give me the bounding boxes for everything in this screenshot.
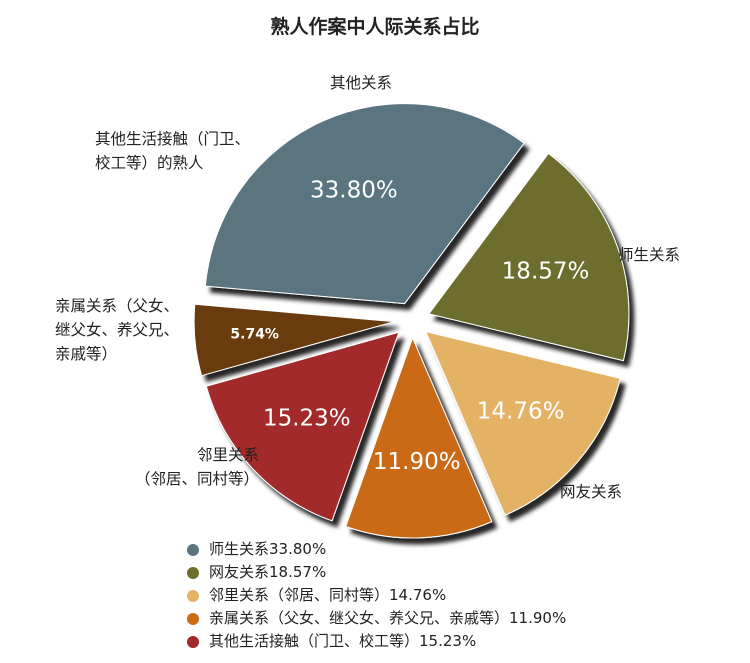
- slice-category-label-line: 继父女、养父兄、: [55, 321, 180, 339]
- slice-category-label-line: 校工等）的熟人: [95, 154, 204, 172]
- slice-category-label: 其他生活接触（门卫、 校工等）的熟人: [95, 127, 250, 175]
- legend-item: 亲属关系（父女、继父女、养父兄、亲戚等）11.90%: [187, 607, 566, 630]
- slice-category-label-line: 邻里关系: [197, 446, 260, 464]
- legend-dot-icon: [187, 612, 199, 625]
- pie-slice-2: [428, 152, 630, 362]
- slice-category-label-line: 师生关系: [618, 246, 681, 264]
- slice-category-label: 邻里关系 （邻居、同村等）: [135, 443, 259, 491]
- pie-slice-1: [204, 103, 525, 305]
- legend-dot-icon: [187, 566, 199, 579]
- slice-category-label-line: 网友关系: [560, 483, 623, 501]
- slice-percent-label: 15.23%: [263, 405, 351, 431]
- slice-category-label-line: 其他生活接触（门卫、: [95, 130, 251, 148]
- pie-slice-5: [205, 331, 400, 522]
- pie-slice-3: [424, 330, 621, 516]
- legend-item: 网友关系18.57%: [187, 561, 566, 584]
- slice-percent-label: 11.90%: [373, 449, 461, 475]
- legend-item: 师生关系33.80%: [187, 538, 566, 561]
- slice-category-label: 亲属关系（父女、 继父女、养父兄、 亲戚等）: [55, 294, 179, 366]
- slice-category-label-line: （邻居、同村等）: [135, 470, 260, 488]
- legend-dot-icon: [187, 635, 199, 648]
- legend-text: 邻里关系（邻居、同村等）14.76%: [209, 586, 447, 604]
- slice-percent-label: 33.80%: [310, 177, 398, 203]
- legend-item: 其他生活接触（门卫、校工等）15.23%: [187, 630, 566, 653]
- slice-percent-label: 14.76%: [477, 398, 565, 424]
- slice-category-label: 网友关系: [560, 480, 622, 504]
- legend-text: 师生关系33.80%: [209, 540, 327, 558]
- slice-category-label: 其他关系: [330, 71, 392, 95]
- slice-percent-label: 5.74%: [230, 327, 279, 343]
- legend-text: 其他生活接触（门卫、校工等）15.23%: [209, 632, 477, 650]
- legend-item: 邻里关系（邻居、同村等）14.76%: [187, 584, 566, 607]
- pie-slice-4: [345, 336, 493, 539]
- slice-percent-label: 18.57%: [502, 259, 590, 285]
- pie-slice-6: [193, 303, 395, 377]
- slice-category-label: 师生关系: [618, 243, 680, 267]
- slice-category-label-line: 亲戚等）: [55, 345, 118, 363]
- chart-title: 熟人作案中人际关系占比: [270, 16, 480, 38]
- slice-category-label-line: 其他关系: [330, 74, 393, 92]
- legend-dot-icon: [187, 543, 199, 556]
- legend-dot-icon: [187, 589, 199, 602]
- legend-text: 亲属关系（父女、继父女、养父兄、亲戚等）11.90%: [209, 609, 567, 627]
- slice-category-label-line: 亲属关系（父女、: [55, 297, 180, 315]
- legend: 师生关系33.80% 网友关系18.57% 邻里关系（邻居、同村等）14.76% 亲属…: [187, 538, 566, 653]
- legend-text: 网友关系18.57%: [209, 563, 327, 581]
